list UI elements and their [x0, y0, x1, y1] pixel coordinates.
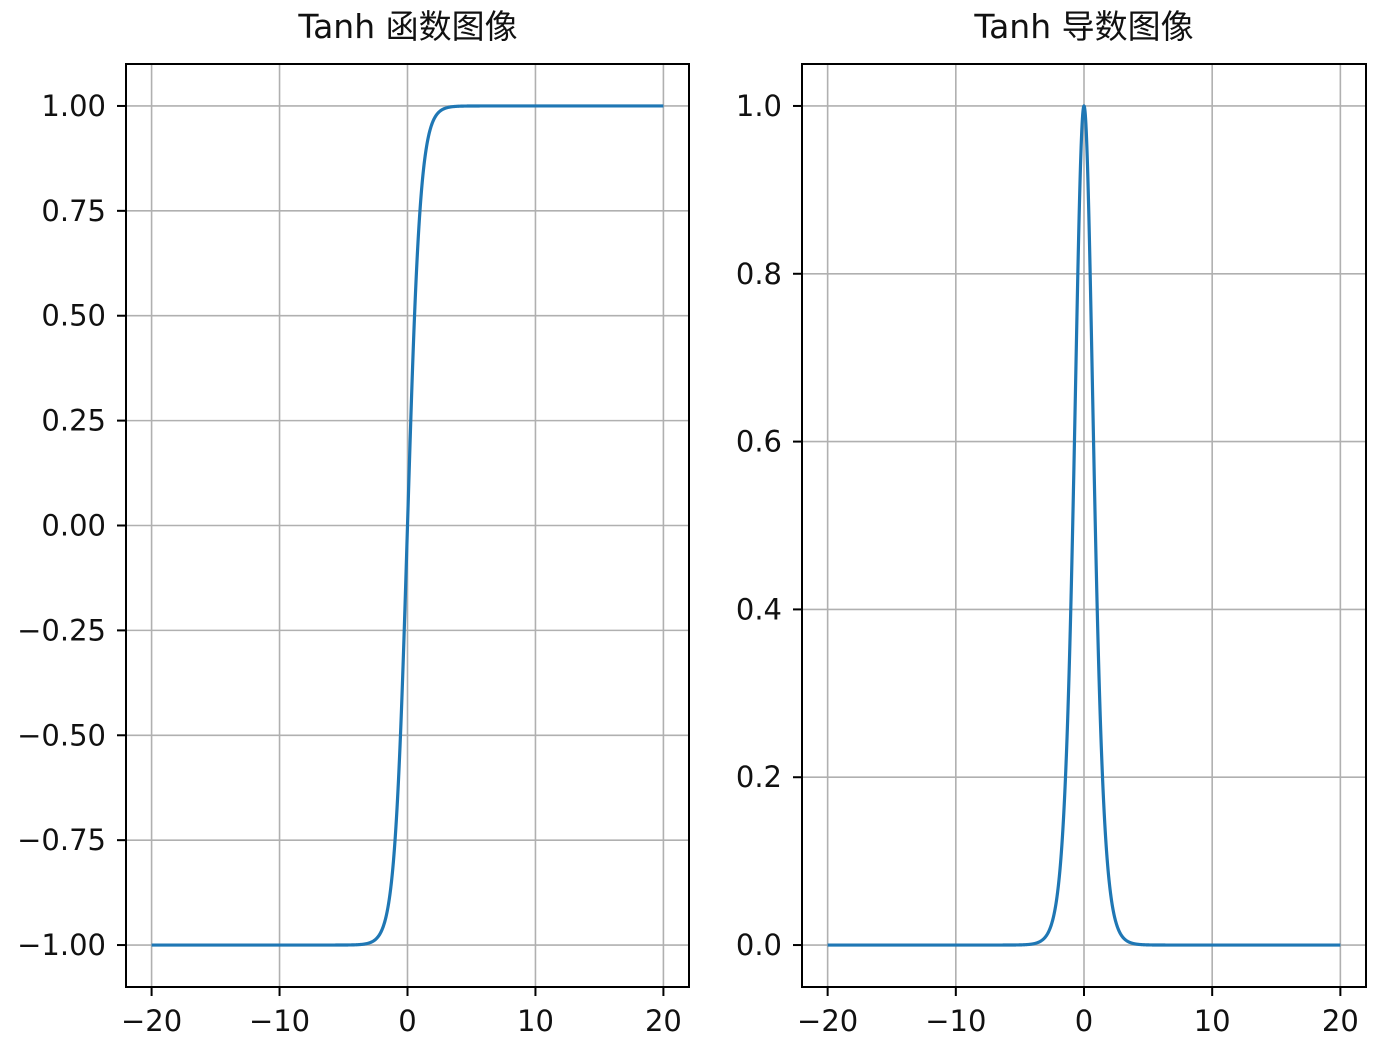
x-tick-label: 20 [1322, 1004, 1359, 1038]
y-tick-label: 0.0 [736, 928, 782, 962]
y-tick-label: 0.50 [41, 299, 106, 333]
x-tick-label: 20 [645, 1004, 682, 1038]
chart-title: Tanh 函数图像 [297, 7, 517, 46]
x-tick-label: 0 [1075, 1004, 1093, 1038]
x-tick-label: −20 [121, 1004, 182, 1038]
y-tick-label: 0.25 [41, 404, 106, 438]
x-tick-label: 10 [517, 1004, 554, 1038]
tanh-derivative-plot-area: −20 −10 0 10 20 1.0 0.8 0.6 0.4 0.2 0.0 [736, 63, 1367, 1038]
y-tick-label: −0.75 [17, 823, 106, 857]
y-tick-label: 0.00 [41, 509, 106, 543]
series-line [826, 104, 1342, 947]
x-tick-label: 0 [398, 1004, 416, 1038]
y-tick-label: −0.25 [17, 613, 106, 647]
y-tick-label: −1.00 [17, 928, 106, 962]
y-tick-label: 0.4 [736, 592, 782, 626]
tanh-function-plot-area: −20 −10 0 10 20 1.00 0.75 0.50 0.25 0.00 −0.25 −0.5… [17, 63, 690, 1038]
chart-title: Tanh 导数图像 [973, 7, 1193, 46]
y-tick-label: 0.2 [736, 760, 782, 794]
y-tick-label: 1.0 [736, 89, 782, 123]
series-line [150, 104, 665, 947]
y-tick-label: 0.75 [41, 194, 106, 228]
y-tick-label: 0.6 [736, 425, 782, 459]
x-tick-label: −10 [249, 1004, 310, 1038]
tanh-function-chart: Tanh 函数图像 −20 −10 0 10 20 1.00 0.75 0.50 0.25 0.0… [17, 7, 690, 1038]
x-tick-label: −10 [925, 1004, 986, 1038]
y-tick-label: 0.8 [736, 257, 782, 291]
y-tick-label: −0.50 [17, 718, 106, 752]
x-tick-label: −20 [797, 1004, 858, 1038]
y-tick-label: 1.00 [41, 89, 106, 123]
x-tick-label: 10 [1194, 1004, 1231, 1038]
tanh-derivative-chart: Tanh 导数图像 −20 −10 0 10 20 1.0 0.8 0.6 0.4 0.2 0.0 [736, 7, 1367, 1038]
